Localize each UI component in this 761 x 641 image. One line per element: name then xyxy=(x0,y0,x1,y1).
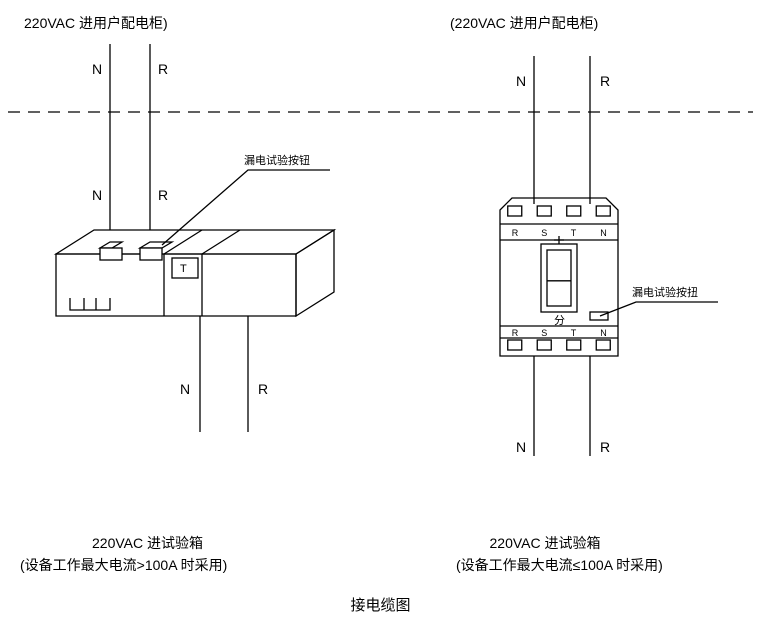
left-label-n-mid: N xyxy=(92,187,102,203)
left-leader-line xyxy=(162,170,330,245)
left-t-label: T xyxy=(180,263,187,275)
right-bot-term-label: R xyxy=(512,328,519,338)
left-label-r-top: R xyxy=(158,61,168,77)
header-left: 220VAC 进用户配电柜) xyxy=(24,15,168,31)
left-label-n-top: N xyxy=(92,61,102,77)
right-bot-terminal xyxy=(567,340,581,350)
left-label-r-bot: R xyxy=(258,381,268,397)
left-leader-label: 漏电试验按钮 xyxy=(244,153,310,167)
right-switch-rocker xyxy=(547,250,571,306)
left-caption-2: (设备工作最大电流>100A 时采用) xyxy=(20,557,227,573)
left-terminal-r xyxy=(140,242,172,248)
diagram-title: 接电缆图 xyxy=(350,597,410,614)
left-box-div2 xyxy=(202,230,240,254)
right-caption-2: (设备工作最大电流≤100A 时采用) xyxy=(456,557,663,573)
right-top-terminal xyxy=(596,206,610,216)
right-bot-term-label: T xyxy=(571,328,577,338)
right-top-term-label: R xyxy=(512,228,519,238)
header-right: (220VAC 进用户配电柜) xyxy=(450,15,598,31)
right-label-r-bot: R xyxy=(600,439,610,455)
left-label-n-bot: N xyxy=(180,381,190,397)
right-leader-label: 漏电试验按扭 xyxy=(632,285,698,299)
right-caption-1: 220VAC 进试验箱 xyxy=(490,535,601,551)
right-bot-terminal xyxy=(596,340,610,350)
right-bot-terminal xyxy=(537,340,551,350)
right-top-terminal xyxy=(508,206,522,216)
right-top-term-label: T xyxy=(571,228,577,238)
left-box-side-face xyxy=(296,230,334,316)
right-top-term-label: S xyxy=(541,228,547,238)
right-test-button xyxy=(590,312,608,320)
left-terminal-n xyxy=(100,242,122,248)
left-box-top-face xyxy=(56,230,334,254)
left-label-r-mid: R xyxy=(158,187,168,203)
right-label-n-top: N xyxy=(516,73,526,89)
left-caption-1: 220VAC 进试验箱 xyxy=(92,535,203,551)
right-bot-term-label: S xyxy=(541,328,547,338)
right-top-terminal xyxy=(567,206,581,216)
right-top-term-label: N xyxy=(600,228,607,238)
right-bot-term-label: N xyxy=(600,328,607,338)
right-switch-label: 分 xyxy=(554,314,565,327)
right-label-r-top: R xyxy=(600,73,610,89)
right-top-terminal xyxy=(537,206,551,216)
right-label-n-bot: N xyxy=(516,439,526,455)
left-switch-glyph xyxy=(70,298,110,310)
right-bot-terminal xyxy=(508,340,522,350)
